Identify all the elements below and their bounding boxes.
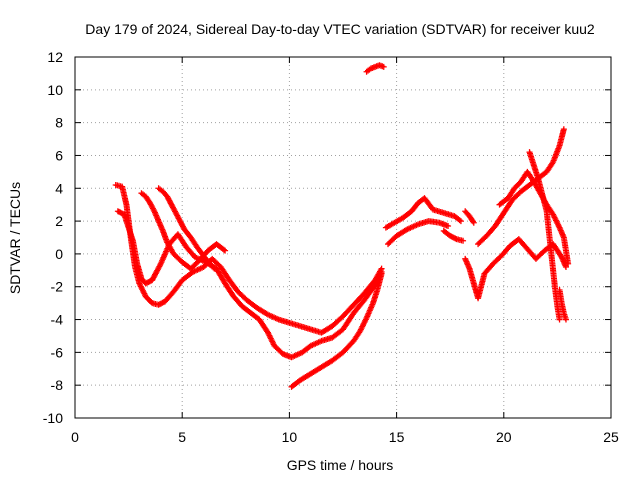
data-point <box>211 265 218 272</box>
data-point <box>469 218 476 225</box>
data-point <box>562 316 569 323</box>
series-trace-c <box>138 190 229 272</box>
x-tick-labels: 0 5 10 15 20 25 <box>71 429 619 445</box>
x-tick-label: 20 <box>496 429 512 445</box>
data-point <box>556 316 563 323</box>
y-tick-label: 4 <box>55 180 63 196</box>
axis-ticks <box>74 56 612 419</box>
series-trace-e <box>288 270 385 390</box>
y-tick-label: 6 <box>55 147 63 163</box>
data-point <box>565 260 572 267</box>
series-trace-o <box>556 287 569 323</box>
series-trace-k <box>462 236 569 302</box>
chart-title: Day 179 of 2024, Sidereal Day-to-day VTE… <box>85 21 595 37</box>
y-axis-label: SDTVAR / TECUs <box>7 182 23 294</box>
y-tick-label: 8 <box>55 115 63 131</box>
data-point <box>562 264 569 271</box>
y-tick-labels: -10 -8 -6 -4 -2 0 2 4 6 8 10 12 <box>43 49 63 426</box>
data-point <box>222 247 229 254</box>
data-point <box>220 246 227 253</box>
y-tick-label: 12 <box>47 49 63 65</box>
data-point <box>445 223 452 230</box>
series-trace-h <box>385 218 452 248</box>
y-tick-label: -6 <box>51 344 64 360</box>
grid-lines <box>75 57 611 418</box>
x-tick-label: 5 <box>178 429 186 445</box>
series-trace-i <box>440 227 467 244</box>
y-tick-label: 0 <box>55 246 63 262</box>
series-trace-n <box>526 149 563 323</box>
series-trace-a <box>112 181 385 336</box>
series-trace-g <box>382 195 464 231</box>
data-points <box>112 62 572 390</box>
data-point <box>452 235 459 242</box>
y-tick-label: 10 <box>47 82 63 98</box>
data-point <box>380 63 387 70</box>
y-tick-label: -8 <box>51 377 64 393</box>
data-point <box>560 126 567 133</box>
data-point <box>210 264 217 271</box>
x-tick-label: 25 <box>603 429 619 445</box>
data-point <box>470 219 477 226</box>
series-trace-b <box>114 208 385 361</box>
data-point <box>456 217 463 224</box>
x-tick-label: 15 <box>389 429 405 445</box>
y-tick-label: -10 <box>43 410 63 426</box>
series-trace-f <box>363 62 387 75</box>
series-trace-j <box>462 208 477 226</box>
data-point <box>457 218 464 225</box>
x-tick-label: 10 <box>282 429 298 445</box>
data-point <box>378 270 385 277</box>
x-axis-label: GPS time / hours <box>287 457 394 473</box>
series-trace-l <box>475 126 567 248</box>
series-trace-d <box>155 185 218 272</box>
y-tick-label: -4 <box>51 312 64 328</box>
data-point <box>460 237 467 244</box>
x-tick-label: 0 <box>71 429 79 445</box>
y-tick-label: 2 <box>55 213 63 229</box>
y-tick-label: -2 <box>51 279 64 295</box>
plot-frame <box>74 56 612 419</box>
